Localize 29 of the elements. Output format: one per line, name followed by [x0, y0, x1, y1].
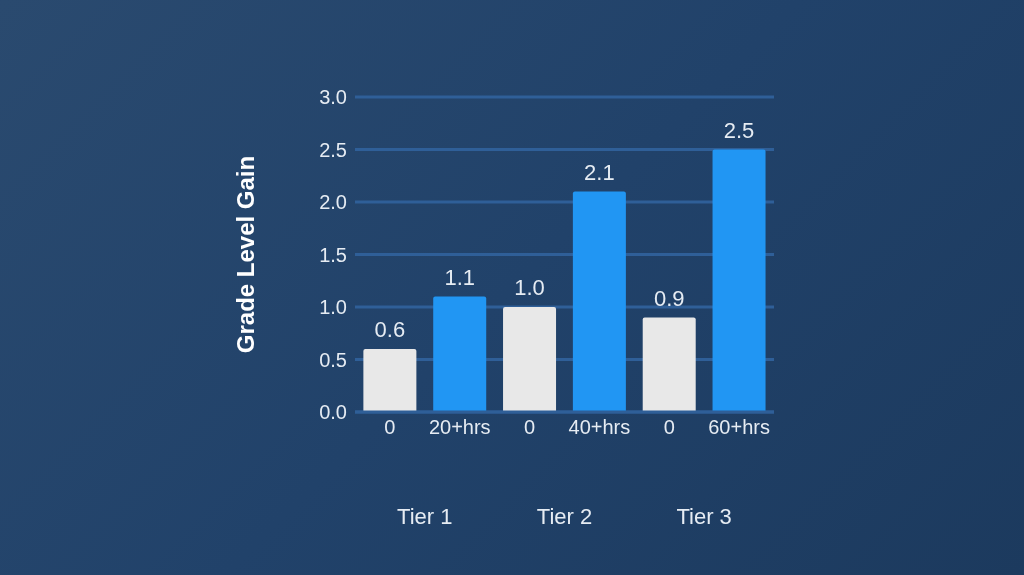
- data-label: 2.5: [723, 117, 755, 143]
- y-tick-label: 3.0: [319, 86, 347, 109]
- data-label: 2.1: [584, 159, 615, 185]
- data-label: 0.6: [374, 317, 406, 342]
- y-tick-label: 1.5: [319, 243, 347, 266]
- text: Tier 2: [535, 504, 594, 530]
- text: Tier 3: [675, 504, 733, 530]
- data-label: 0.9: [653, 285, 685, 311]
- x-tick-label: 20+hrs: [428, 416, 491, 439]
- data-label: 1.1: [444, 264, 476, 290]
- x-tick-label: 40+hrs: [568, 416, 631, 439]
- bar: [433, 296, 487, 412]
- x-tick-label: 0: [663, 416, 675, 439]
- bar: [642, 317, 696, 412]
- y-axis-title: Grade Level Gain: [231, 155, 259, 354]
- y-tick-label: 0.5: [319, 348, 347, 371]
- text: Tier 1: [396, 504, 454, 530]
- bar: [363, 349, 417, 412]
- x-tick-label: 0: [524, 416, 536, 439]
- x-tick-label: 60+hrs: [708, 416, 770, 439]
- x-tick-label: 0: [384, 416, 396, 439]
- bar: [503, 307, 557, 412]
- y-tick-label: 0.0: [319, 401, 347, 424]
- y-tick-label: 1.0: [319, 296, 347, 319]
- bar: [712, 149, 766, 412]
- bar: [572, 191, 626, 412]
- y-tick-label: 2.5: [319, 138, 347, 161]
- data-label: 1.0: [514, 275, 545, 300]
- y-tick-label: 2.0: [319, 191, 347, 214]
